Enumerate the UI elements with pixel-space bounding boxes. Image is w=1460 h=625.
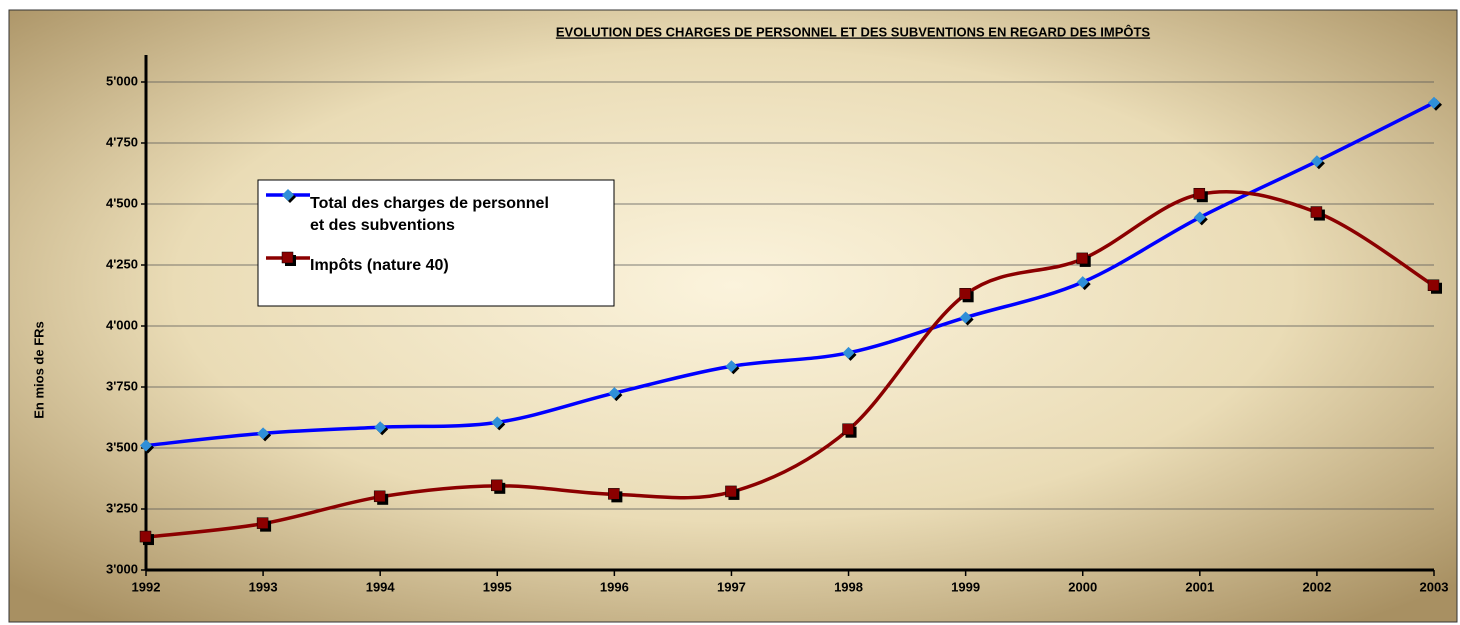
chart-background [8, 9, 1458, 623]
legend: Total des charges de personnel et des sub… [257, 179, 615, 307]
y-tick-label: 3'000 [106, 561, 138, 576]
y-axis-label: En mios de FRs [31, 321, 46, 419]
y-tick-label: 3'250 [106, 500, 138, 515]
y-tick-label: 4'500 [106, 195, 138, 210]
marker [491, 416, 504, 429]
chart-title: EVOLUTION DES CHARGES DE PERSONNEL ET DE… [556, 24, 1151, 39]
marker [1310, 155, 1323, 168]
marker [959, 311, 972, 324]
marker [256, 517, 269, 529]
x-tick-label: 2002 [1302, 579, 1331, 594]
marker [373, 490, 386, 503]
x-tick-label: 1992 [132, 579, 161, 594]
marker [1310, 206, 1323, 218]
marker [725, 485, 737, 498]
marker [608, 488, 620, 500]
marker [1193, 187, 1206, 200]
marker [374, 421, 387, 434]
marker [140, 439, 152, 452]
x-tick-label: 1996 [600, 579, 629, 594]
marker [608, 387, 621, 400]
y-tick-label: 4'750 [106, 134, 138, 149]
marker [842, 346, 855, 359]
y-tick-label: 4'000 [106, 317, 138, 332]
y-tick-label: 5'000 [106, 73, 138, 88]
x-tick-label: 1997 [717, 579, 746, 594]
marker [959, 288, 971, 300]
legend-label-line: Total des charges de personnel [310, 195, 549, 212]
marker [1427, 279, 1440, 291]
legend-label: Total des charges de personnel et des sub… [310, 195, 549, 234]
marker [1076, 276, 1089, 289]
x-tick-label: 1999 [951, 579, 980, 594]
legend-label-line: et des subventions [310, 217, 455, 234]
marker [491, 479, 503, 492]
x-tick-label: 1994 [366, 579, 396, 594]
x-tick-label: 1995 [483, 579, 512, 594]
marker [725, 360, 738, 373]
x-tick-label: 1993 [249, 579, 278, 594]
marker [842, 423, 854, 435]
legend-box [257, 179, 615, 307]
marker [1076, 252, 1088, 265]
marker [1428, 96, 1440, 109]
y-tick-label: 3'750 [106, 378, 138, 393]
x-tick-label: 1998 [834, 579, 863, 594]
x-tick-label: 2000 [1068, 579, 1097, 594]
marker [139, 530, 152, 543]
marker [1193, 211, 1206, 224]
x-tick-label: 2003 [1420, 579, 1449, 594]
x-tick-label: 2001 [1185, 579, 1214, 594]
legend-label: Impôts (nature 40) [310, 257, 449, 274]
marker [282, 189, 294, 201]
y-tick-label: 4'250 [106, 256, 138, 271]
y-tick-label: 3'500 [106, 439, 138, 454]
marker [257, 427, 270, 440]
marker [281, 251, 294, 264]
